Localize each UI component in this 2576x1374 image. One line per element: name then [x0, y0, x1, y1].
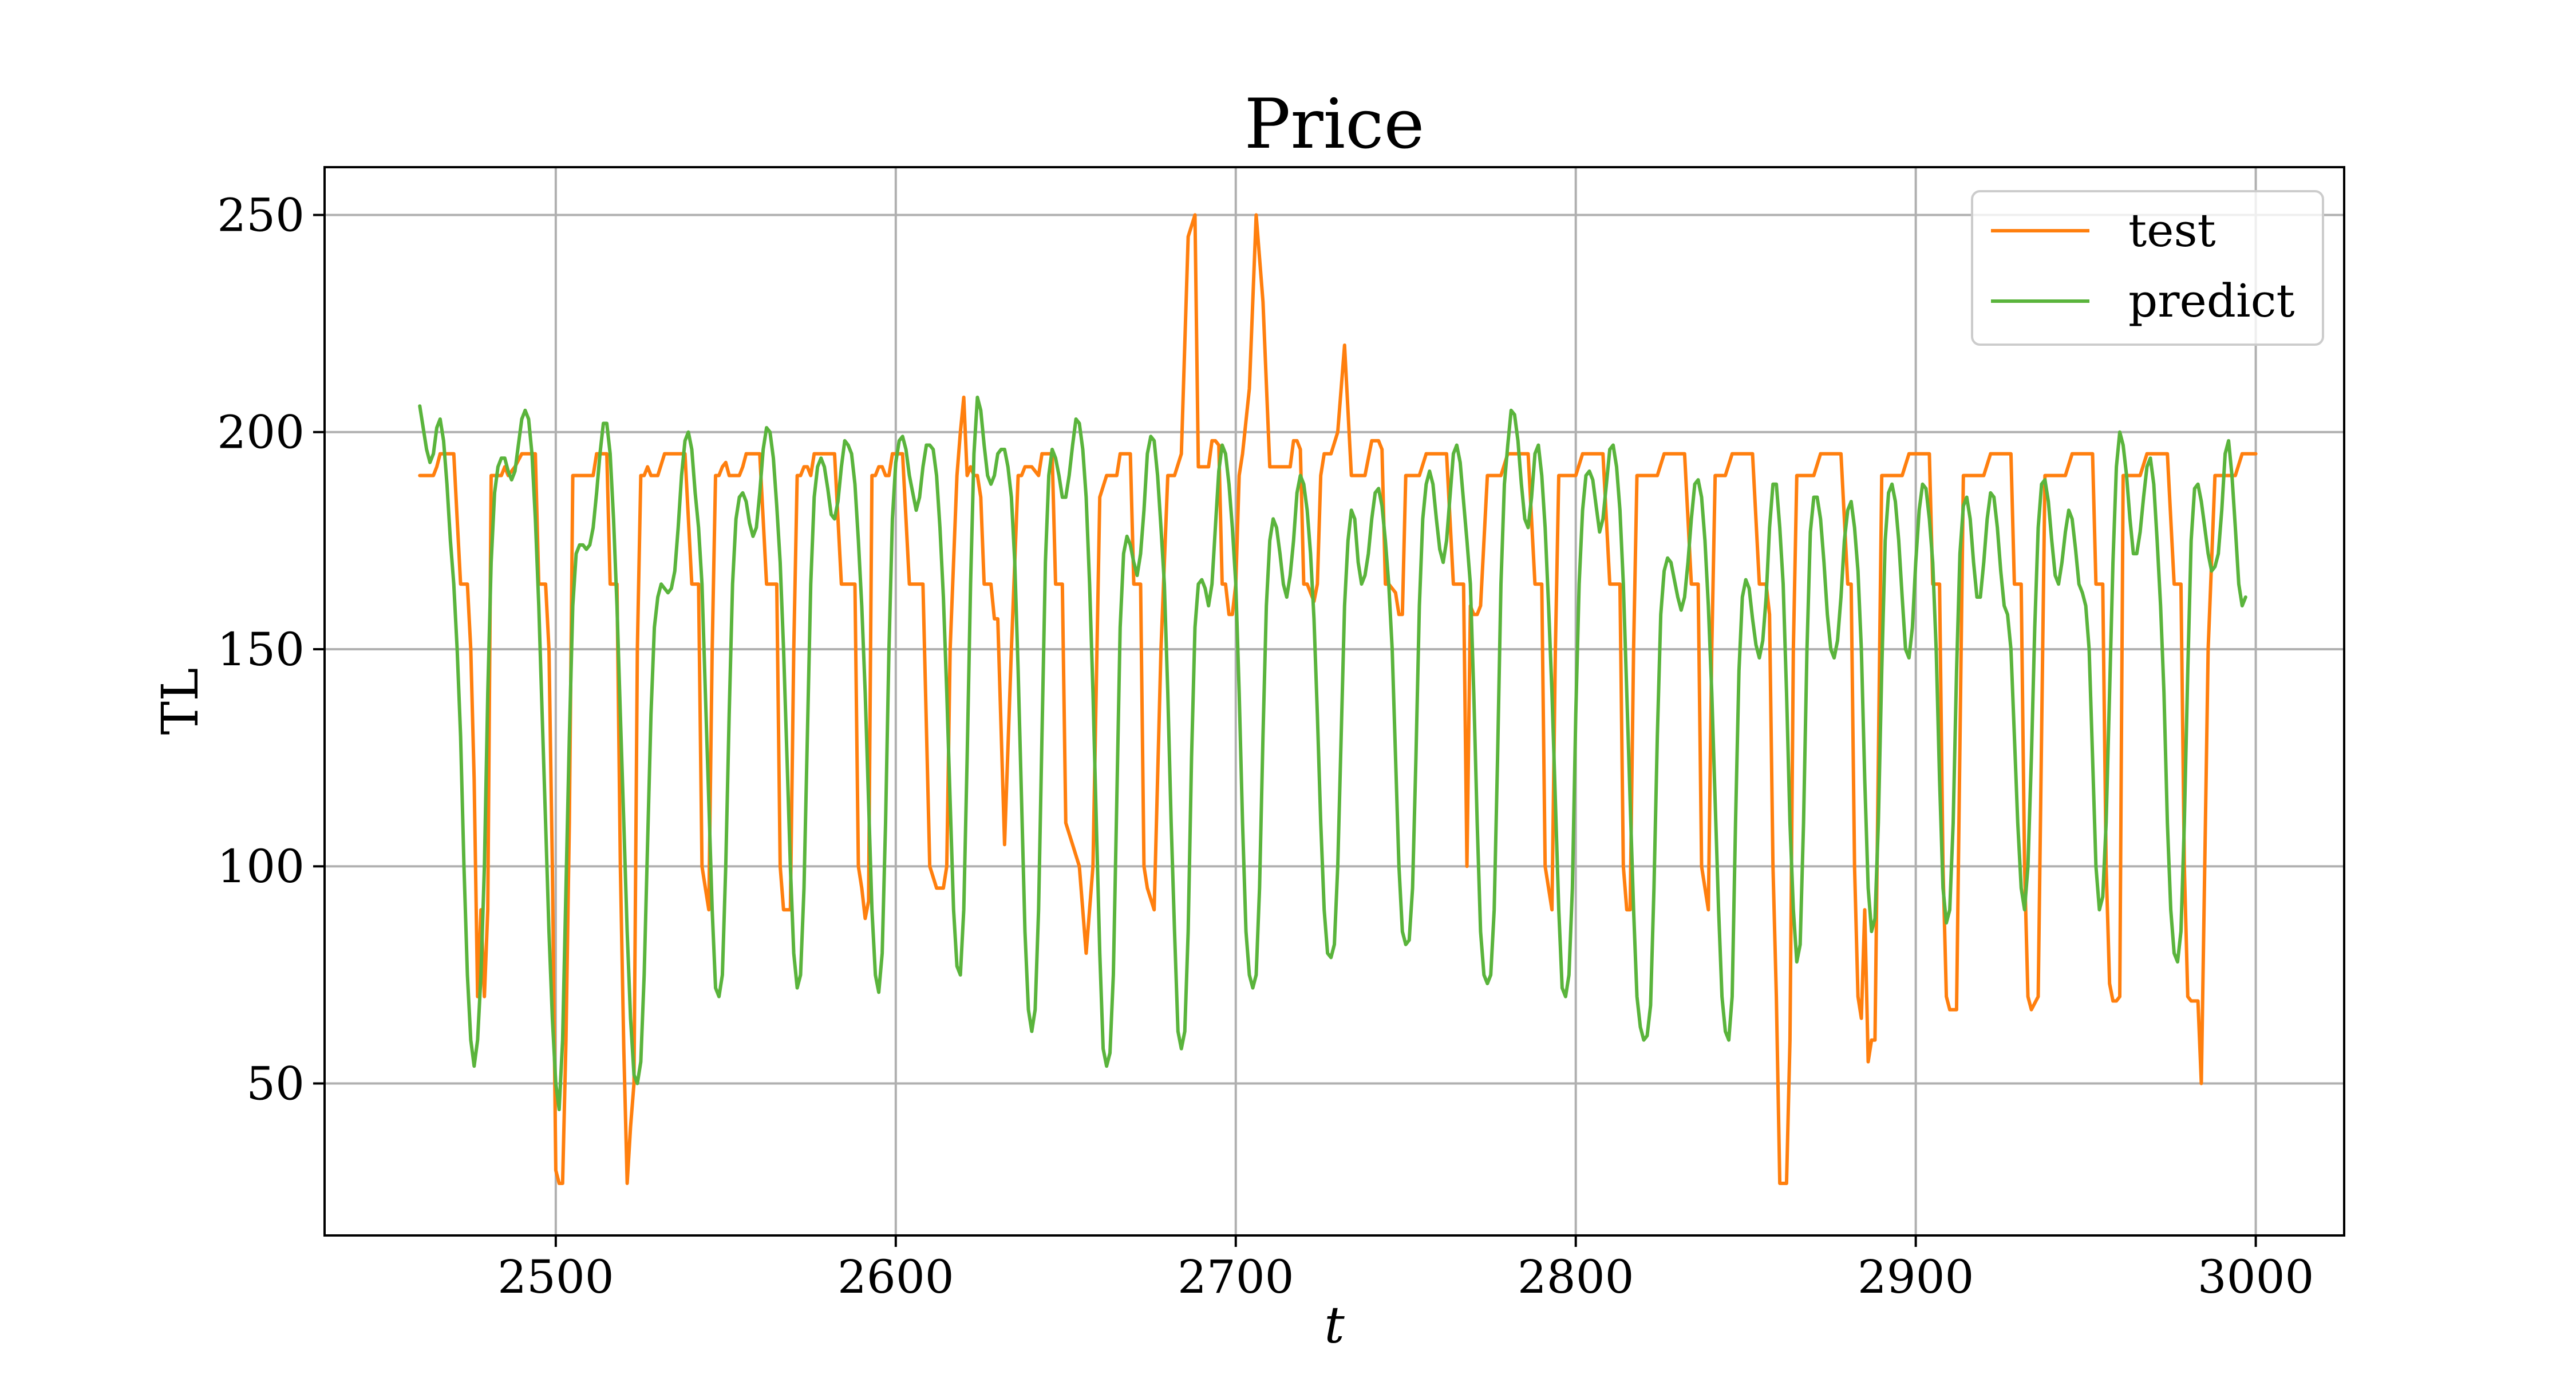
y-tick-label: 150	[217, 623, 305, 676]
y-tick-label: 100	[217, 840, 305, 893]
x-tick-label: 2900	[1858, 1250, 1974, 1304]
x-tick-label: 2700	[1178, 1250, 1294, 1304]
y-tick-label: 50	[246, 1057, 305, 1111]
legend: test predict	[1972, 191, 2323, 345]
x-tick-label: 2600	[837, 1250, 954, 1304]
x-axis-label: t	[1324, 1296, 1345, 1355]
y-tick-label: 250	[217, 188, 305, 242]
legend-label-predict: predict	[2128, 274, 2295, 327]
x-tick-label: 2500	[497, 1250, 614, 1304]
y-tick-label: 200	[217, 406, 305, 459]
x-tick-label: 2800	[1518, 1250, 1634, 1304]
x-tick-label: 3000	[2198, 1250, 2314, 1304]
chart-title: Price	[1244, 85, 1425, 164]
y-axis-label: TL	[151, 668, 210, 735]
legend-label-test: test	[2128, 204, 2216, 257]
